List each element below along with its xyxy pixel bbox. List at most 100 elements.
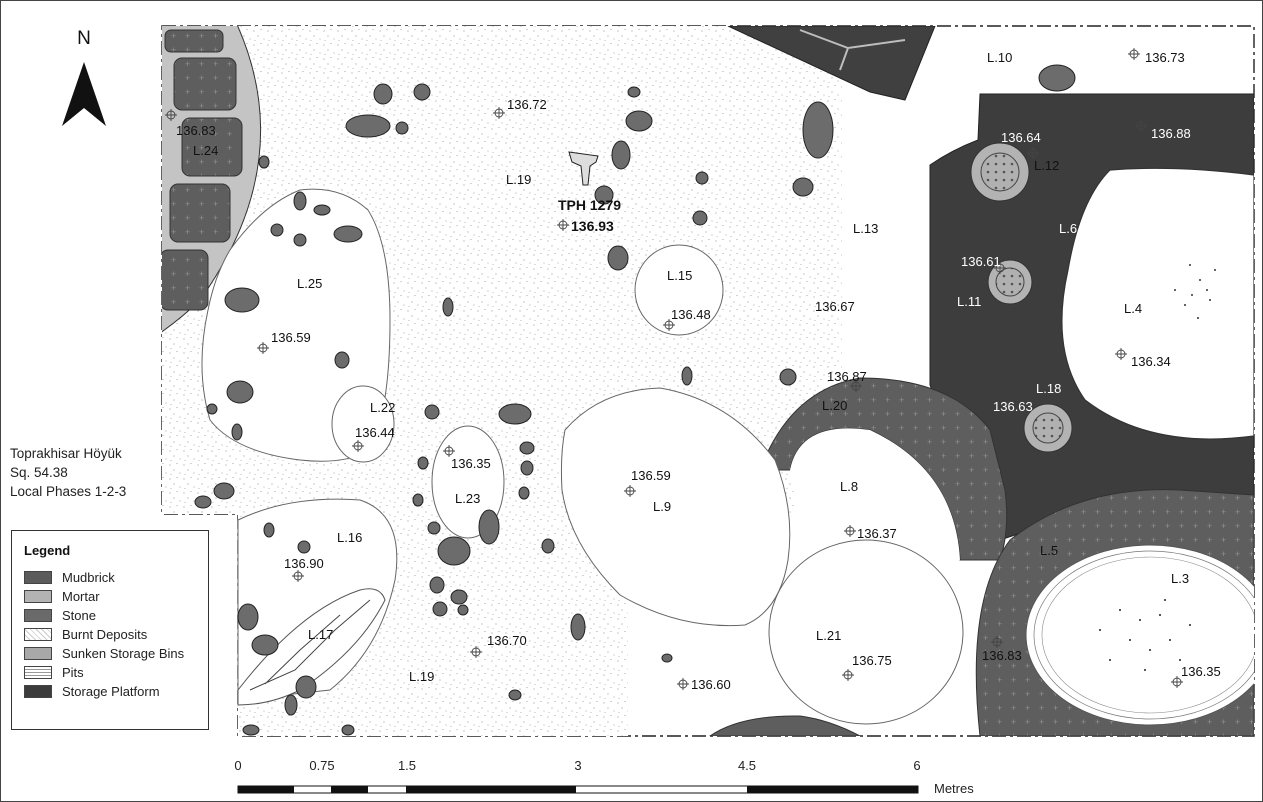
site-name: Toprakhisar Höyük [10, 446, 122, 461]
pit-l17 [237, 588, 386, 706]
skeleton-burial [249, 599, 371, 691]
pits-swatch-icon [24, 666, 52, 679]
locus-label: L.11 [957, 294, 981, 309]
legend-label: Storage Platform [62, 684, 160, 699]
locus-label: L.9 [653, 499, 671, 514]
elevation-label: 136.67 [815, 299, 855, 314]
legend-label: Pits [62, 665, 84, 680]
elevation-label: 136.72 [507, 97, 547, 112]
legend-label: Sunken Storage Bins [62, 646, 185, 661]
elevation-label: 136.88 [1151, 126, 1191, 141]
locus-label: L.23 [455, 491, 480, 506]
elevation-label: 136.35 [451, 456, 491, 471]
elevation-label: 136.83 [982, 648, 1022, 663]
locus-label: L.8 [840, 479, 858, 494]
elevation-label: 136.44 [355, 425, 395, 440]
north-label: N [77, 28, 91, 49]
wall-l24-bricks [162, 29, 243, 311]
storage-bins [970, 142, 1073, 453]
locus-label: L.21 [816, 628, 841, 643]
locus-label: L.16 [337, 530, 362, 545]
elevation-label: 136.59 [631, 468, 671, 483]
pit-l15 [634, 244, 724, 336]
scale-tick-label: 4.5 [738, 758, 756, 773]
scale-labels: 0 0.75 1.5 3 4.5 6 Metres [234, 758, 974, 796]
stones [194, 64, 1076, 736]
site-square: Sq. 54.38 [10, 465, 68, 480]
legend-item-mortar: Mortar [24, 587, 198, 606]
locus-label: L.19 [506, 172, 531, 187]
locus-label: L.22 [370, 400, 395, 415]
locus-label: L.19 [409, 669, 434, 684]
elevation-label: 136.83 [176, 123, 216, 138]
burnt-deposit-l4 [1174, 264, 1216, 319]
burnt-deposits-swatch-icon [24, 628, 52, 641]
stone-swatch-icon [24, 609, 52, 622]
scale-unit-label: Metres [934, 781, 974, 796]
legend-item-stone: Stone [24, 606, 198, 625]
locus-label: L.13 [853, 221, 878, 236]
locus-label: L.12 [1034, 158, 1059, 173]
site-phases: Local Phases 1-2-3 [10, 484, 127, 499]
find-label: TPH 1279 [558, 197, 621, 213]
elevation-label: 136.73 [1145, 50, 1185, 65]
find-elevation: 136.93 [571, 218, 614, 234]
burnt-deposit-l3 [1099, 599, 1191, 671]
legend-label: Burnt Deposits [62, 627, 148, 642]
elevation-label: 136.63 [993, 399, 1033, 414]
legend-item-storage-bins: Sunken Storage Bins [24, 644, 198, 663]
scale-tick-label: 1.5 [398, 758, 416, 773]
legend-label: Mortar [62, 589, 100, 604]
elevation-label: 136.90 [284, 556, 324, 571]
elevation-label: 136.34 [1131, 354, 1171, 369]
elevation-label: 136.87 [827, 369, 867, 384]
mortar-swatch-icon [24, 590, 52, 603]
elevation-label: 136.75 [852, 653, 892, 668]
elevation-label: 136.37 [857, 526, 897, 541]
locus-label: L.25 [297, 276, 322, 291]
legend-item-mudbrick: Mudbrick [24, 568, 198, 587]
elevation-markers [165, 48, 1183, 690]
scale-tick-label: 0.75 [309, 758, 334, 773]
elevation-label: 136.59 [271, 330, 311, 345]
locus-label: L.15 [667, 268, 692, 283]
legend: Legend Mudbrick Mortar Stone Burnt Depos… [11, 530, 209, 730]
mudbrick-swatch-icon [24, 571, 52, 584]
locus-label: L.6 [1059, 221, 1077, 236]
scale-tick-label: 0 [234, 758, 241, 773]
elevation-label: 136.70 [487, 633, 527, 648]
plan-features [162, 26, 1254, 736]
locus-label: L.17 [308, 627, 333, 642]
pit-l3 [1025, 544, 1254, 726]
locus-label: L.20 [822, 398, 847, 413]
legend-label: Stone [62, 608, 96, 623]
pit-l4 [1061, 167, 1254, 440]
legend-item-pits: Pits [24, 663, 198, 682]
artefact-icon [568, 151, 599, 186]
pit-l21 [768, 539, 964, 725]
locus-label: L.3 [1171, 571, 1189, 586]
scale-bar [237, 785, 919, 794]
legend-label: Mudbrick [62, 570, 115, 585]
elevation-label: 136.61 [961, 254, 1001, 269]
elevation-label: 136.64 [1001, 130, 1041, 145]
pit-l23 [431, 425, 505, 539]
pit-l8 [790, 428, 960, 560]
scale-tick-label: 3 [574, 758, 581, 773]
elevation-label: 136.48 [671, 307, 711, 322]
wall-ne-fragment [727, 26, 936, 101]
elevation-label: 136.35 [1181, 664, 1221, 679]
legend-item-storage-platform: Storage Platform [24, 682, 198, 701]
site-info: Toprakhisar Höyük Sq. 54.38 Local Phases… [10, 444, 126, 501]
locus-label: L.24 [193, 143, 218, 158]
legend-title: Legend [24, 543, 71, 558]
elevation-label: 136.60 [691, 677, 731, 692]
storage-bins-swatch-icon [24, 647, 52, 660]
legend-item-burnt-deposits: Burnt Deposits [24, 625, 198, 644]
storage-platform-swatch-icon [24, 685, 52, 698]
locus-label: L.18 [1036, 381, 1061, 396]
locus-label: L.5 [1040, 543, 1058, 558]
pit-l22 [331, 385, 395, 463]
